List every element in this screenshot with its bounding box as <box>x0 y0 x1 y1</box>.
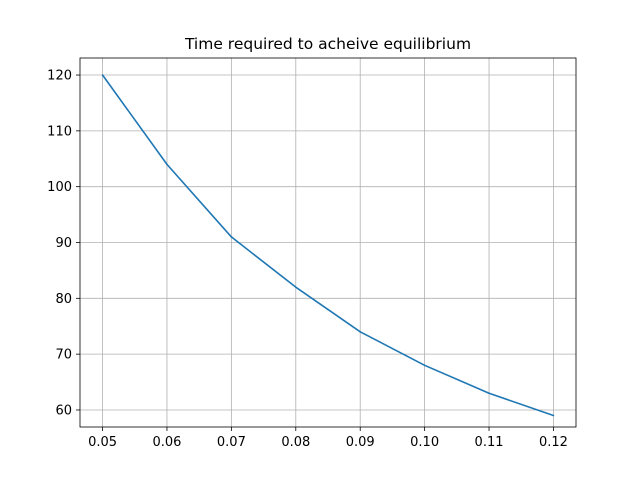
series-line <box>101 74 554 417</box>
x-tick-label: 0.09 <box>346 435 375 450</box>
x-tick-label: 0.06 <box>152 435 181 450</box>
grid-lines <box>80 58 576 427</box>
x-tick-label: 0.05 <box>88 435 117 450</box>
y-tick-label: 110 <box>47 124 72 139</box>
x-tick-label: 0.10 <box>410 435 439 450</box>
data-point <box>488 392 490 395</box>
data-point <box>101 74 104 76</box>
chart-title: Time required to acheive equilibrium <box>184 35 471 53</box>
x-tick-label: 0.11 <box>475 435 504 450</box>
y-tick-label: 70 <box>55 348 72 363</box>
data-point <box>230 236 233 238</box>
y-tick-label: 90 <box>55 236 72 251</box>
data-point <box>552 414 555 417</box>
data-point <box>359 331 362 333</box>
y-tick-label: 100 <box>47 180 72 195</box>
x-tick-label: 0.12 <box>539 435 568 450</box>
data-point <box>294 286 297 288</box>
y-tick-label: 60 <box>55 403 72 418</box>
plot-frame <box>79 57 577 428</box>
y-tick-label: 120 <box>47 69 72 84</box>
x-tick-label: 0.07 <box>217 435 246 450</box>
data-point <box>423 364 426 367</box>
x-axis: 0.05 0.06 0.07 0.08 0.09 0.10 0.11 0.12 <box>88 427 568 450</box>
series-layer <box>101 74 555 417</box>
y-tick-label: 80 <box>55 292 72 307</box>
x-tick-label: 0.08 <box>281 435 310 450</box>
data-point <box>166 163 168 166</box>
y-axis: 60 70 80 90 100 110 120 <box>47 69 80 418</box>
